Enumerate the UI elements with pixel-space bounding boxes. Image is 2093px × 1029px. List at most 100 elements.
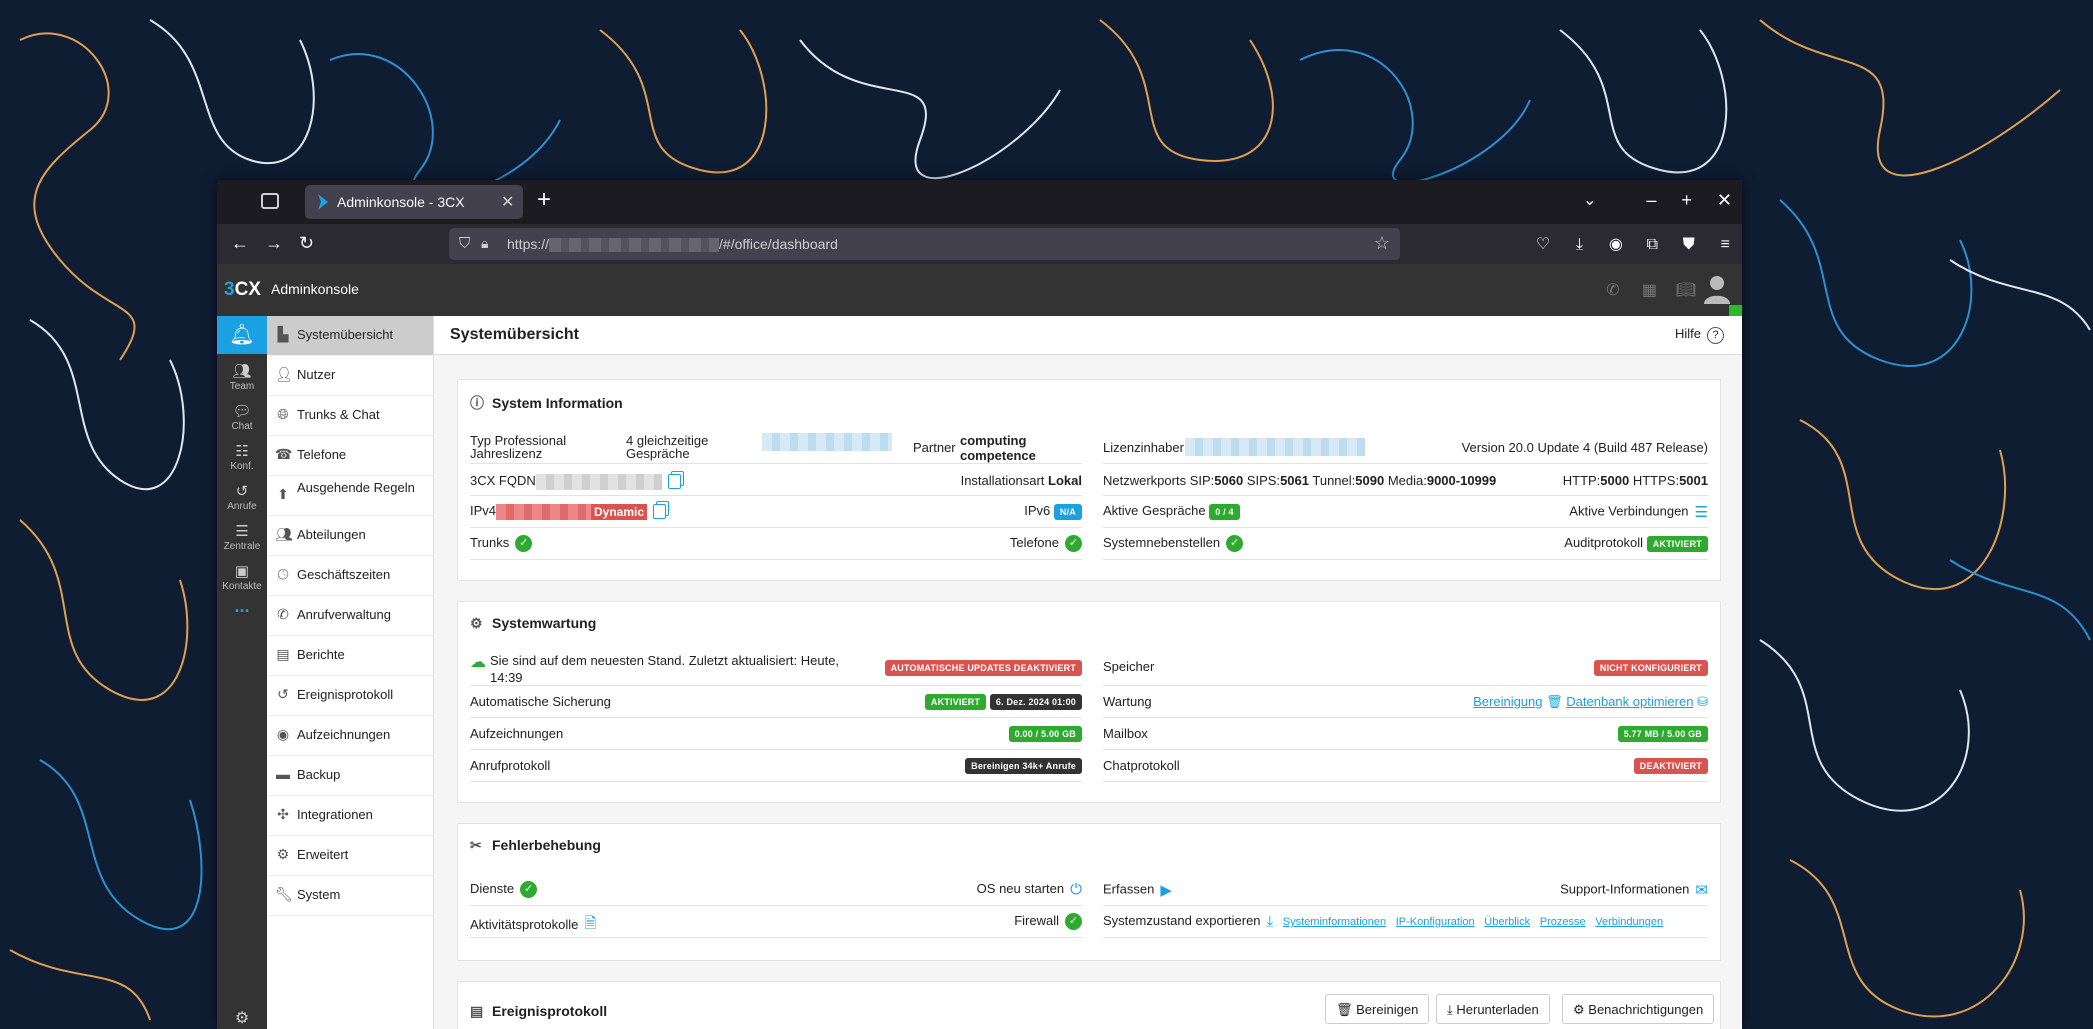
rail-item-contacts[interactable]: ▣ Kontakte: [217, 562, 267, 592]
ublock-icon[interactable]: ⛊: [1682, 236, 1695, 253]
calllog-cleanup-badge[interactable]: Bereinigen 34k+ Anrufe: [965, 757, 1082, 774]
export-ipconfig-link[interactable]: IP-Konfiguration: [1395, 916, 1475, 928]
back-icon[interactable]: ←: [231, 233, 249, 253]
menu-item-outbound-rules[interactable]: ⬆ Ausgehende Regeln: [267, 476, 433, 516]
trash-icon[interactable]: 🗑︎: [1546, 694, 1563, 709]
user-avatar-icon[interactable]: [1703, 274, 1731, 304]
menu-item-reports[interactable]: ▤ Berichte: [267, 636, 433, 676]
menu-icon[interactable]: ≡: [1720, 236, 1730, 253]
os-restart-button[interactable]: OS neu starten ⏻: [976, 881, 1082, 899]
backup-badge: AKTIVIERT: [924, 693, 987, 710]
gear-icon: ⚙: [276, 846, 290, 862]
capture-row: Erfassen ▶ Support-Informationen ✉: [1103, 874, 1708, 906]
capture-button[interactable]: Erfassen ▶: [1103, 881, 1172, 899]
tab-adminkonsole[interactable]: Adminkonsole - 3CX ✕: [305, 185, 523, 219]
active-calls-row: Aktive Gespräche 0 / 4 Aktive Verbindung…: [1103, 496, 1708, 528]
url-bar[interactable]: ⛉ 🔒︎ https:///#/office/dashboard ☆: [449, 228, 1400, 260]
tab-overflow-chevron-icon[interactable]: ⌄: [1583, 192, 1597, 209]
account-icon[interactable]: ◉: [1608, 236, 1623, 253]
puzzle-icon: ✣: [277, 806, 289, 822]
menu-item-integrations[interactable]: ✣ Integrationen: [267, 796, 433, 836]
system-information-title: ⓘ System Information: [470, 395, 623, 411]
shield-icon[interactable]: ⛉: [459, 235, 471, 252]
menu-item-advanced[interactable]: ⚙ Erweitert: [267, 836, 433, 876]
menu-item-trunks[interactable]: 🌐︎ Trunks & Chat: [267, 396, 433, 436]
rail-item-chat[interactable]: 💬︎ Chat: [217, 402, 267, 432]
settings-gear-icon[interactable]: ⚙: [234, 1010, 250, 1027]
export-processes-link[interactable]: Prozesse: [1539, 916, 1586, 928]
minimize-icon[interactable]: –: [1646, 190, 1657, 210]
close-tab-icon[interactable]: ✕: [501, 194, 515, 211]
copy-fqdn-icon[interactable]: [667, 474, 681, 490]
bookmark-star-icon[interactable]: ☆: [1373, 233, 1390, 253]
menu-item-backup[interactable]: ▬ Backup: [267, 756, 433, 796]
close-window-icon[interactable]: ✕: [1716, 190, 1732, 210]
archive-icon: ▬: [276, 766, 290, 782]
group-icon: 👥︎: [275, 526, 293, 542]
optimize-db-link[interactable]: Datenbank optimieren: [1566, 694, 1694, 709]
tab-list-icon[interactable]: [261, 193, 279, 209]
extensions-icon[interactable]: ⧉: [1646, 236, 1659, 253]
reload-icon[interactable]: ↻: [299, 233, 315, 253]
support-info-button[interactable]: Support-Informationen ✉: [1560, 881, 1708, 899]
cleanup-link[interactable]: Bereinigung: [1473, 694, 1543, 709]
menu-item-phones[interactable]: ☎ Telefone: [267, 436, 433, 476]
rail-item-calls[interactable]: ↺ Anrufe: [217, 482, 267, 512]
rail-item-team[interactable]: 👥︎ Team: [217, 362, 267, 392]
3cx-favicon-icon: [318, 194, 328, 210]
menu-item-recordings[interactable]: ◉ Aufzeichnungen: [267, 716, 433, 756]
ipv4-dynamic-badge: Dynamic: [591, 503, 648, 520]
3cx-logo[interactable]: 3CX: [224, 279, 261, 300]
services-row: Dienste ✓ OS neu starten ⏻: [470, 874, 1082, 906]
play-icon: ▶: [1160, 882, 1172, 899]
qr-code-icon[interactable]: ▦: [1641, 282, 1658, 299]
url-text[interactable]: https:///#/office/dashboard: [507, 236, 838, 253]
wrench-icon: 🔧︎: [275, 886, 293, 902]
menu-item-overview[interactable]: ▙ Systemübersicht: [267, 316, 433, 356]
phones-ok-icon: ✓: [1065, 535, 1082, 553]
system-information-card: ⓘ System Information Typ Professional Jah…: [457, 379, 1721, 581]
backup-date-badge: 6. Dez. 2024 01:00: [989, 693, 1082, 710]
activity-logs-button[interactable]: Aktivitätsprotokolle 🗎︎: [470, 915, 597, 932]
active-connections-link[interactable]: Aktive Verbindungen ☰: [1569, 503, 1708, 521]
tab-title: Adminkonsole - 3CX: [337, 194, 465, 210]
event-download-button[interactable]: ⤓ Herunterladen: [1436, 994, 1550, 1024]
update-row: ☁ Sie sind auf dem neuesten Stand. Zuletz…: [470, 648, 1082, 686]
database-icon[interactable]: ⛁: [1697, 694, 1708, 709]
menu-item-system[interactable]: 🔧︎ System: [267, 876, 433, 916]
chatlog-row: Chatprotokoll DEAKTIVIERT: [1103, 750, 1708, 782]
forward-icon[interactable]: →: [265, 233, 283, 253]
menu-item-departments[interactable]: 👥︎ Abteilungen: [267, 516, 433, 556]
rail-item-switchboard[interactable]: ☰ Zentrale: [217, 522, 267, 552]
menu-item-event-log[interactable]: ↺ Ereignisprotokoll: [267, 676, 433, 716]
lock-icon[interactable]: 🔒︎: [481, 235, 489, 251]
maintenance-card: ⚙ Systemwartung ☁ Sie sind auf dem neueste…: [457, 601, 1721, 803]
copy-ipv4-icon[interactable]: [653, 504, 667, 520]
event-clean-button[interactable]: 🗑︎ Bereinigen: [1325, 994, 1430, 1024]
maximize-icon[interactable]: +: [1681, 190, 1692, 210]
contacts-icon: ▣: [234, 563, 250, 580]
licensee-row: Lizenzinhaber Version 20.0 Update 4 (Bui…: [1103, 430, 1708, 464]
pocket-icon[interactable]: ♡: [1535, 236, 1551, 253]
trunks-ok-icon: ✓: [515, 535, 533, 553]
menu-item-users[interactable]: 👤︎ Nutzer: [267, 356, 433, 396]
rail-item-conference[interactable]: ☷ Konf.: [217, 442, 267, 472]
version-text: Version 20.0 Update 4 (Build 487 Release…: [1461, 440, 1708, 455]
downloads-icon[interactable]: ⤓: [1575, 236, 1583, 253]
event-notifications-button[interactable]: ⚙ Benachrichtigungen: [1562, 994, 1715, 1024]
help-link[interactable]: Hilfe?: [1675, 326, 1724, 344]
menu-item-business-hours[interactable]: 🕓︎ Geschäftszeiten: [267, 556, 433, 596]
new-tab-icon[interactable]: +: [537, 186, 552, 213]
redacted-license: [762, 433, 892, 451]
storage-badge[interactable]: NICHT KONFIGURIERT: [1593, 659, 1708, 676]
menu-item-call-handling[interactable]: ✆ Anrufverwaltung: [267, 596, 433, 636]
navigation-bar: ← → ↻ ⛉ 🔒︎ https:///#/office/dashboard ☆…: [217, 224, 1742, 264]
book-icon[interactable]: 📖︎: [1675, 282, 1697, 299]
export-connections-link[interactable]: Verbindungen: [1595, 916, 1664, 928]
more-icon[interactable]: ...: [234, 596, 250, 616]
export-overview-link[interactable]: Überblick: [1484, 916, 1531, 928]
notifications-bell-icon[interactable]: 🔔︎: [217, 316, 267, 354]
auto-update-badge[interactable]: AUTOMATISCHE UPDATES DEAKTIVIERT: [884, 659, 1082, 676]
export-systeminfo-link[interactable]: Systeminformationen: [1282, 916, 1387, 928]
phone-icon[interactable]: ✆: [1606, 282, 1620, 299]
